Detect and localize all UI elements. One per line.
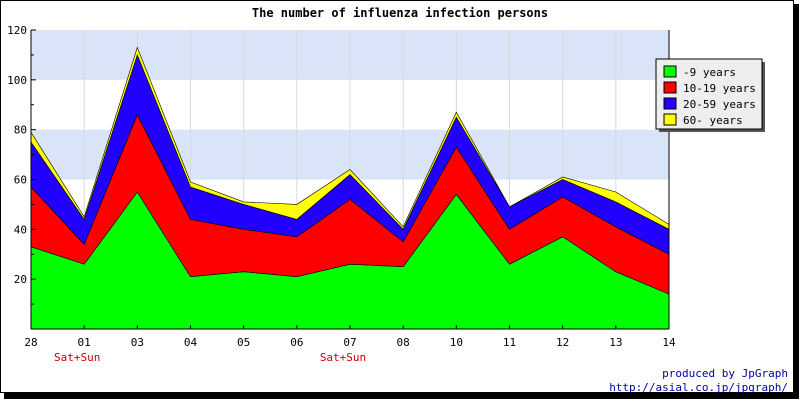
legend-swatch (663, 81, 677, 94)
x-tick-labels: 28 01 03 04 05 06 07 08 10 11 12 13 14 (24, 336, 676, 349)
stacked-areas (30, 46, 670, 330)
x-tick-label: 13 (609, 336, 622, 349)
chart-title: The number of influenza infection person… (252, 6, 548, 20)
x-tick-label: 07 (343, 336, 356, 349)
y-tick-label: 80 (14, 124, 27, 137)
legend-label: 10-19 years (683, 82, 756, 95)
y-tick-label: 40 (14, 223, 27, 236)
x-tick-label: 10 (450, 336, 463, 349)
x-tick-label: 01 (78, 336, 91, 349)
weekend-label: Sat+Sun (320, 351, 366, 364)
x-tick-label: 05 (237, 336, 250, 349)
y-tick-label: 120 (7, 24, 27, 37)
x-tick-label: 06 (290, 336, 303, 349)
x-tick-label: 14 (662, 336, 676, 349)
x-tick-label: 04 (184, 336, 198, 349)
x-tick-label: 08 (397, 336, 410, 349)
x-tick-label: 12 (556, 336, 569, 349)
legend: -9 years 10-19 years 20-59 years 60- years (655, 58, 765, 132)
legend-swatch (663, 113, 677, 126)
legend-swatch (663, 97, 677, 110)
weekend-label: Sat+Sun (54, 351, 100, 364)
y-tick-label: 100 (7, 74, 27, 87)
legend-label: 20-59 years (683, 98, 756, 111)
legend-label: -9 years (683, 66, 736, 79)
legend-swatch (663, 65, 677, 78)
y-tick-label: 20 (14, 273, 27, 286)
x-tick-label: 03 (131, 336, 144, 349)
y-tick-labels: 20 40 60 80 100 120 (7, 24, 27, 286)
x-tick-label: 28 (24, 336, 37, 349)
weekend-labels: Sat+Sun Sat+Sun (54, 351, 366, 364)
x-tick-label: 11 (503, 336, 516, 349)
legend-label: 60- years (683, 114, 743, 127)
credit-url[interactable]: http://asial.co.jp/jpgraph/ (609, 381, 788, 394)
y-tick-label: 60 (14, 174, 27, 187)
legend-items: -9 years 10-19 years 20-59 years 60- years (663, 65, 756, 127)
credit-producer: produced by JpGraph (662, 367, 788, 380)
